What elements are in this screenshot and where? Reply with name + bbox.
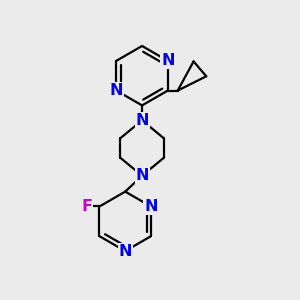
Text: N: N	[144, 199, 158, 214]
Text: F: F	[81, 199, 92, 214]
Text: N: N	[135, 168, 149, 183]
Text: N: N	[110, 83, 123, 98]
Text: N: N	[118, 244, 132, 259]
Text: N: N	[161, 53, 175, 68]
Text: N: N	[135, 113, 149, 128]
